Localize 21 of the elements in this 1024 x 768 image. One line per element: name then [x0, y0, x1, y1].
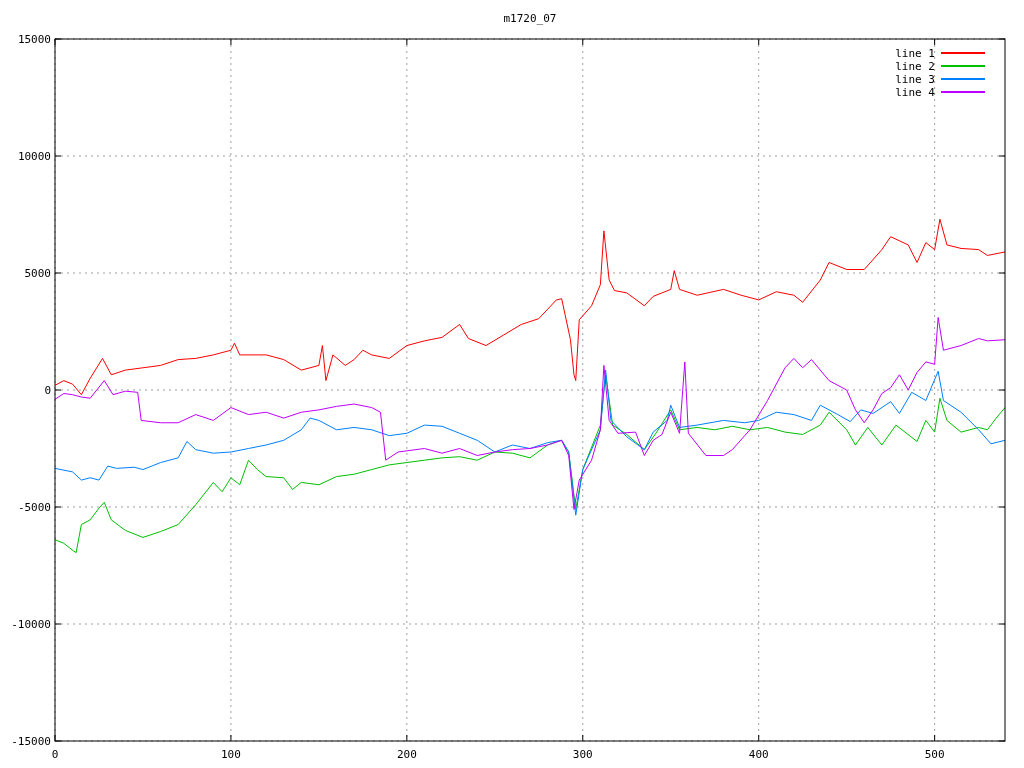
- y-tick-label: 0: [44, 384, 51, 397]
- y-tick-label: -15000: [11, 735, 51, 748]
- legend-label: line 1: [895, 47, 935, 60]
- x-tick-label: 100: [220, 748, 241, 761]
- x-tick-label: 400: [748, 748, 769, 761]
- line-series: [54, 316, 1006, 510]
- y-tick-label: 15000: [17, 33, 51, 46]
- y-tick-label: 10000: [17, 150, 51, 163]
- legend-label: line 3: [895, 73, 935, 86]
- y-tick-label: -5000: [17, 501, 51, 514]
- legend-label: line 2: [895, 60, 935, 73]
- y-tick-label: 5000: [24, 267, 51, 280]
- y-tick-label: -10000: [11, 618, 51, 631]
- line-series: [54, 218, 1006, 396]
- legend-label: line 4: [895, 86, 936, 99]
- x-tick-label: 0: [51, 748, 59, 761]
- x-tick-label: 300: [572, 748, 593, 761]
- x-tick-label: 200: [396, 748, 417, 761]
- chart-title: m1720_07: [503, 12, 557, 25]
- line-series: [54, 369, 1006, 516]
- x-tick-label: 500: [924, 748, 945, 761]
